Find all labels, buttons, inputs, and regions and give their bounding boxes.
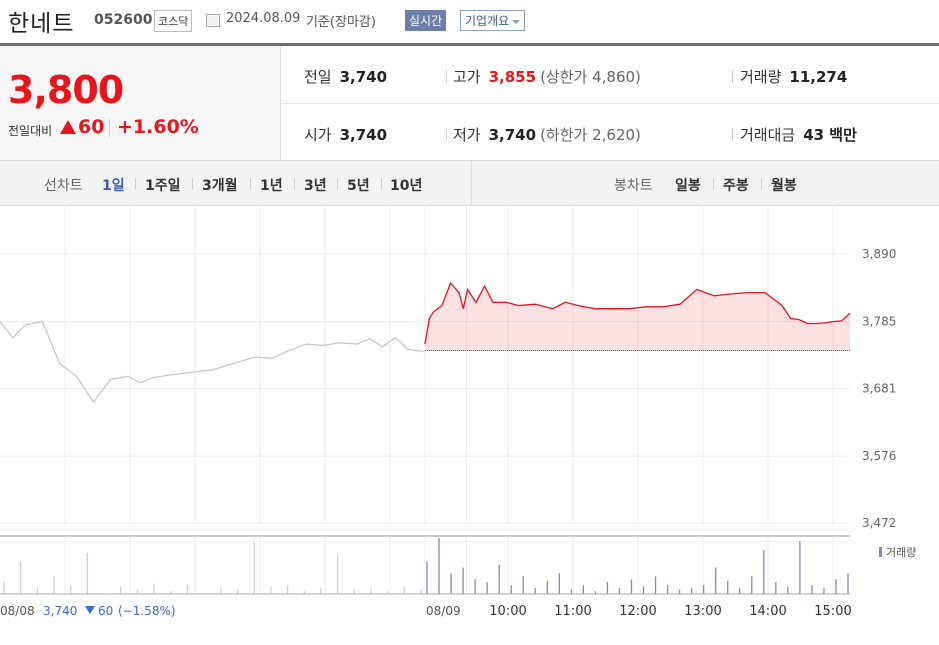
today-price-line (424, 281, 851, 345)
x-tick-label: 15:00 (814, 604, 851, 619)
x-tick-label: 12:00 (619, 604, 656, 619)
lower-limit: (하한가 2,620) (540, 126, 641, 144)
stat-value: 43 백만 (803, 126, 857, 144)
tab-divider (761, 178, 762, 189)
y-tick-label: 3,890 (862, 247, 896, 261)
stat-divider (446, 128, 447, 141)
stock-header: 한네트 052600 코스닥 2024.08.09 기준(장마감) 실시간 기업… (0, 0, 939, 44)
tabs-divider (471, 161, 472, 205)
tab-weekly-candle[interactable]: 주봉 (723, 178, 749, 194)
down-triangle-icon (85, 606, 95, 614)
x-tick-label: 13:00 (684, 604, 721, 619)
tab-10years[interactable]: 10년 (390, 178, 423, 194)
tab-3years[interactable]: 3년 (304, 178, 327, 194)
quote-basis: 기준(장마감) (306, 15, 376, 30)
stat-value: 11,274 (789, 68, 848, 86)
tab-5years[interactable]: 5년 (347, 178, 370, 194)
stat-divider (446, 70, 447, 83)
volume-legend: 거래량 (886, 546, 916, 559)
stat-label: 저가 (453, 126, 481, 144)
y-tick-label: 3,472 (862, 516, 896, 530)
tab-divider (337, 178, 338, 189)
stats-divider (280, 103, 939, 104)
tab-3months[interactable]: 3개월 (202, 178, 238, 194)
tab-daily-candle[interactable]: 일봉 (675, 178, 701, 194)
stat-label: 시가 (304, 126, 332, 144)
stat-value: 3,740 (339, 126, 388, 144)
change-amount: 60 (78, 116, 105, 138)
stat-open: 시가 3,740 (304, 124, 387, 145)
stat-high: 고가 3,855 (상한가 4,860) (453, 66, 641, 87)
today-price-area (425, 283, 850, 351)
current-price: 3,800 (8, 68, 124, 112)
change-divider (109, 119, 110, 137)
realtime-button[interactable]: 실시간 (405, 10, 447, 31)
line-chart-label: 선차트 (44, 178, 83, 194)
stat-value: 3,740 (488, 126, 537, 144)
stat-label: 거래량 (740, 68, 782, 86)
prev-day-change-percent: (−1.58%) (118, 604, 176, 618)
volume-legend-swatch (879, 547, 882, 557)
stock-code: 052600 (94, 12, 153, 28)
quote-date: 2024.08.09 (226, 11, 301, 26)
chevron-down-icon (512, 19, 521, 24)
change-label: 전일대비 (8, 124, 53, 138)
x-tick-label: 10:00 (489, 604, 526, 619)
stat-low: 저가 3,740 (하한가 2,620) (453, 124, 641, 145)
stat-value: 3,740 (339, 68, 388, 86)
market-badge: 코스닥 (154, 10, 193, 32)
stat-label: 전일 (304, 68, 332, 86)
tab-divider (135, 178, 136, 189)
stock-name: 한네트 (8, 11, 75, 37)
stat-value: 3,855 (488, 68, 537, 86)
y-tick-label: 3,785 (862, 315, 896, 329)
prev-day-price-line (0, 320, 426, 404)
y-tick-label: 3,681 (862, 382, 896, 396)
stat-amount: 거래대금 43 백만 (740, 124, 857, 145)
prev-day-close: 3,740 (43, 604, 77, 618)
prev-day-date: 08/08 (0, 604, 35, 618)
tab-1week[interactable]: 1주일 (145, 178, 181, 194)
chart-period-tabs: 선차트 1일 1주일 3개월 1년 3년 5년 10년 봉차트 일봉 주봉 월봉 (0, 160, 939, 206)
company-overview-button[interactable]: 기업개요 (460, 10, 526, 31)
candle-chart-label: 봉차트 (614, 178, 653, 194)
upper-limit: (상한가 4,860) (540, 68, 641, 86)
change-percent: +1.60% (117, 116, 199, 138)
up-triangle-icon (60, 120, 76, 134)
prev-day-change: 60 (98, 604, 113, 618)
x-tick-label: 14:00 (749, 604, 786, 619)
current-quote-panel: 3,800 전일대비 60 +1.60% (0, 46, 281, 160)
header-divider (0, 43, 939, 46)
stat-label: 거래대금 (740, 126, 796, 144)
y-tick-label: 3,576 (862, 449, 896, 463)
stat-label: 고가 (453, 68, 481, 86)
tab-divider (250, 178, 251, 189)
intraday-price-chart[interactable]: 3,890 3,785 3,681 3,576 3,472 거래량 08/08 3,74… (0, 205, 939, 645)
tab-divider (294, 178, 295, 189)
x-tick-label: 11:00 (554, 604, 591, 619)
company-overview-label: 기업개요 (465, 14, 510, 28)
tab-monthly-candle[interactable]: 월봉 (771, 178, 797, 194)
tab-divider (713, 178, 714, 189)
stat-volume: 거래량 11,274 (740, 66, 847, 87)
calendar-icon (206, 14, 220, 27)
tab-divider (381, 178, 382, 189)
stat-divider (732, 128, 733, 141)
stat-prev-close: 전일 3,740 (304, 66, 387, 87)
tab-1day[interactable]: 1일 (102, 178, 125, 194)
tab-divider (192, 178, 193, 189)
today-date: 08/09 (426, 604, 461, 618)
stat-divider (732, 70, 733, 83)
tab-1year[interactable]: 1년 (260, 178, 283, 194)
